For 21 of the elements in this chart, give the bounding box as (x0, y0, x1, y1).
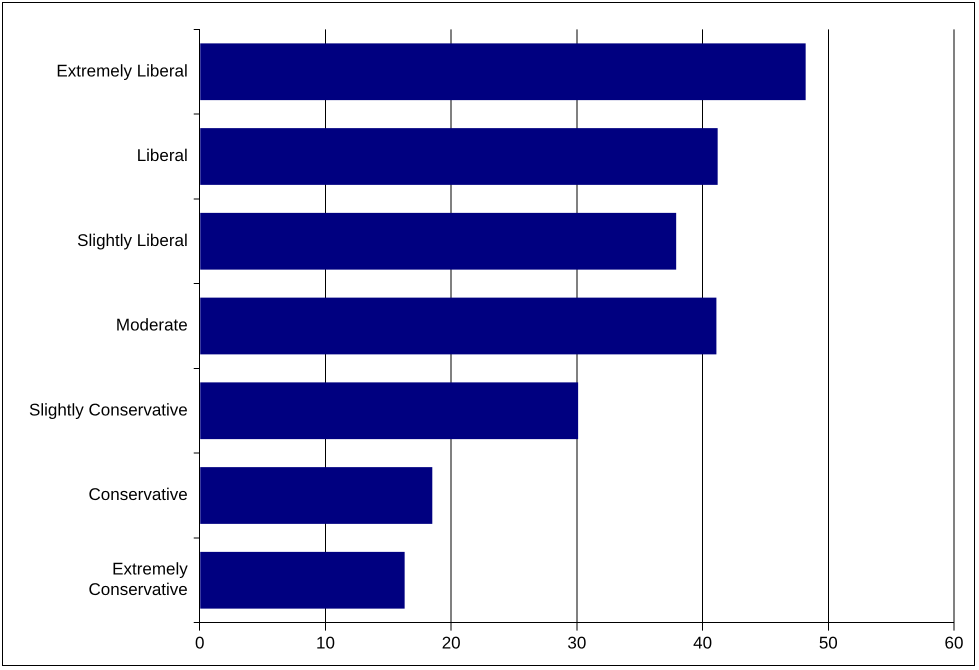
bar (200, 298, 716, 354)
y-tick-label: Slightly Conservative (28, 400, 188, 420)
x-tick-label: 60 (944, 633, 964, 652)
y-tick-label: Slightly Liberal (77, 230, 188, 250)
bar (200, 43, 806, 100)
y-tick-label: Moderate (116, 316, 188, 335)
x-tick-label: 0 (195, 633, 204, 652)
bar (200, 382, 578, 440)
y-tick-label: Conservative (88, 485, 188, 504)
y-tick-label: Extremely Conservative (88, 560, 188, 600)
x-tick-label: 20 (442, 633, 461, 652)
x-tick-label: 40 (693, 633, 712, 652)
bar (200, 552, 405, 609)
x-tick-label: 50 (818, 633, 838, 652)
x-tick-label: 10 (316, 633, 335, 652)
x-tick-label: 30 (567, 633, 586, 652)
y-tick-label: Liberal (136, 146, 188, 166)
y-tick-label: Extremely Liberal (56, 61, 188, 80)
bar (200, 212, 676, 270)
bar (200, 467, 432, 524)
bar (200, 128, 718, 185)
